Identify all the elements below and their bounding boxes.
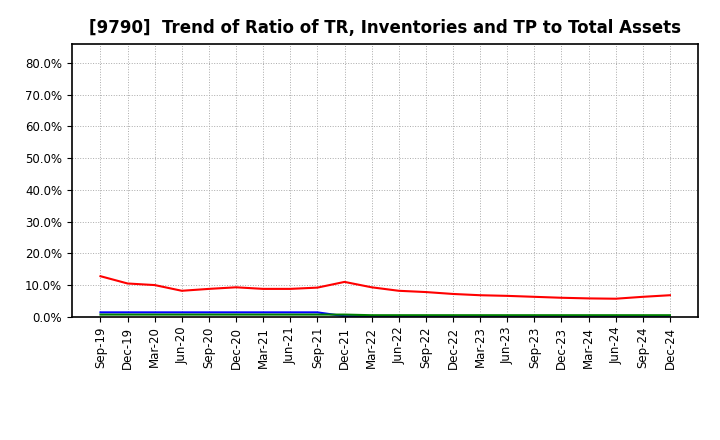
Inventories bbox=[96, 310, 105, 315]
Trade Receivables bbox=[232, 285, 240, 290]
Inventories bbox=[557, 314, 566, 319]
Trade Payables bbox=[557, 312, 566, 318]
Trade Payables bbox=[150, 312, 159, 317]
Trade Receivables bbox=[421, 290, 430, 295]
Trade Receivables bbox=[204, 286, 213, 292]
Trade Receivables bbox=[123, 281, 132, 286]
Trade Receivables bbox=[665, 293, 674, 298]
Trade Receivables bbox=[341, 279, 349, 285]
Trade Receivables bbox=[395, 288, 403, 293]
Trade Receivables bbox=[584, 296, 593, 301]
Trade Payables bbox=[341, 312, 349, 317]
Trade Payables bbox=[665, 312, 674, 318]
Trade Receivables bbox=[476, 293, 485, 298]
Inventories bbox=[123, 310, 132, 315]
Trade Payables bbox=[96, 312, 105, 317]
Inventories bbox=[503, 314, 511, 319]
Inventories bbox=[259, 310, 268, 315]
Trade Payables bbox=[395, 312, 403, 318]
Trade Payables bbox=[313, 312, 322, 317]
Trade Payables bbox=[259, 312, 268, 317]
Trade Receivables bbox=[259, 286, 268, 292]
Trade Payables bbox=[232, 312, 240, 317]
Trade Receivables bbox=[557, 295, 566, 301]
Inventories bbox=[665, 314, 674, 319]
Trade Receivables bbox=[178, 288, 186, 293]
Line: Inventories: Inventories bbox=[101, 312, 670, 316]
Inventories bbox=[178, 310, 186, 315]
Inventories bbox=[204, 310, 213, 315]
Inventories bbox=[367, 314, 376, 319]
Trade Receivables bbox=[367, 285, 376, 290]
Inventories bbox=[530, 314, 539, 319]
Trade Receivables bbox=[313, 285, 322, 290]
Trade Receivables bbox=[639, 294, 647, 300]
Inventories bbox=[150, 310, 159, 315]
Inventories bbox=[313, 310, 322, 315]
Inventories bbox=[584, 314, 593, 319]
Trade Receivables bbox=[611, 296, 620, 301]
Trade Payables bbox=[584, 312, 593, 318]
Trade Receivables bbox=[96, 274, 105, 279]
Trade Payables bbox=[611, 312, 620, 318]
Trade Payables bbox=[530, 312, 539, 318]
Line: Trade Receivables: Trade Receivables bbox=[101, 276, 670, 299]
Inventories bbox=[341, 314, 349, 319]
Trade Receivables bbox=[150, 282, 159, 288]
Trade Payables bbox=[286, 312, 294, 317]
Inventories bbox=[232, 310, 240, 315]
Inventories bbox=[286, 310, 294, 315]
Trade Payables bbox=[367, 312, 376, 318]
Trade Payables bbox=[123, 312, 132, 317]
Inventories bbox=[421, 314, 430, 319]
Inventories bbox=[476, 314, 485, 319]
Trade Receivables bbox=[286, 286, 294, 292]
Trade Payables bbox=[421, 312, 430, 318]
Trade Payables bbox=[639, 312, 647, 318]
Inventories bbox=[639, 314, 647, 319]
Trade Payables bbox=[449, 312, 457, 318]
Trade Payables bbox=[178, 312, 186, 317]
Title: [9790]  Trend of Ratio of TR, Inventories and TP to Total Assets: [9790] Trend of Ratio of TR, Inventories… bbox=[89, 19, 681, 37]
Trade Payables bbox=[204, 312, 213, 317]
Trade Receivables bbox=[449, 291, 457, 297]
Inventories bbox=[611, 314, 620, 319]
Inventories bbox=[449, 314, 457, 319]
Trade Payables bbox=[503, 312, 511, 318]
Trade Payables bbox=[476, 312, 485, 318]
Inventories bbox=[395, 314, 403, 319]
Trade Receivables bbox=[503, 293, 511, 298]
Trade Receivables bbox=[530, 294, 539, 300]
